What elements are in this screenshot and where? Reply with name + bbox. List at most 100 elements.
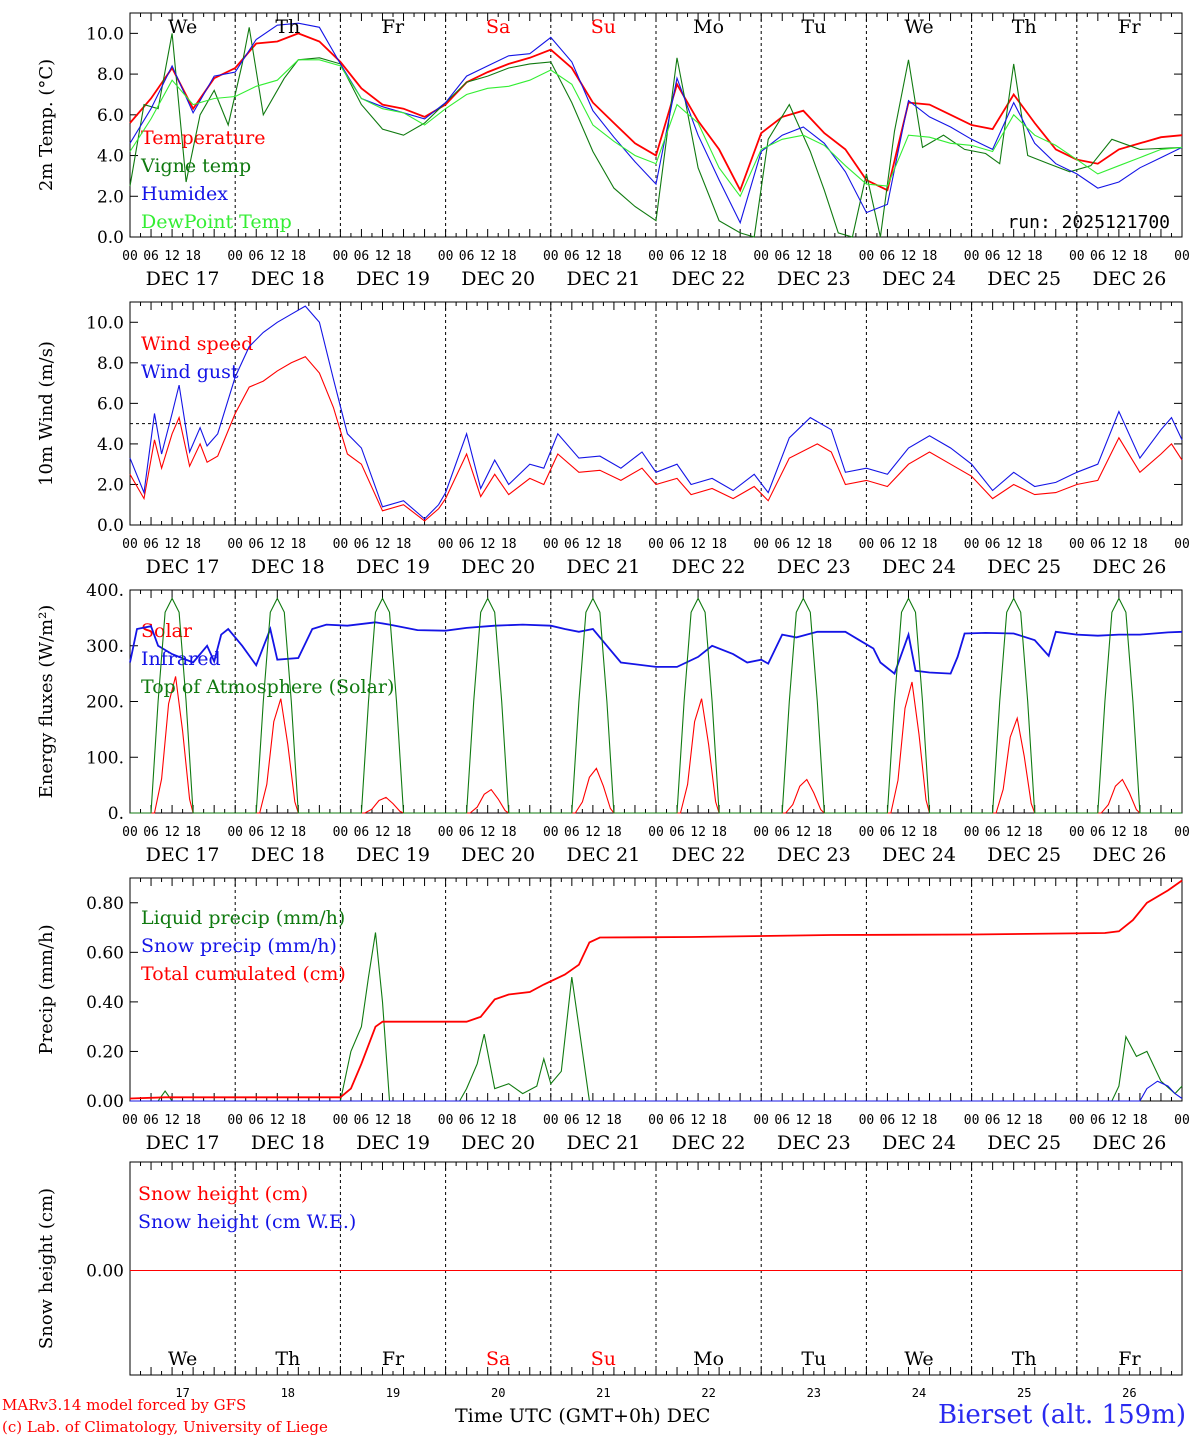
x-hour-label: 18 [922, 1113, 938, 1128]
legend-entry: Solar [141, 620, 193, 642]
legend-entry: Vigne temp [140, 155, 251, 177]
x-date-label: DEC 19 [356, 844, 430, 866]
x-hour-label: 12 [269, 1113, 285, 1128]
x-hour-label: 18 [501, 537, 517, 552]
x-date-label: DEC 21 [566, 556, 640, 578]
day-name-label: Su [591, 1348, 616, 1370]
x-hour-label: 18 [185, 825, 201, 840]
x-hour-label: 18 [816, 249, 832, 264]
x-hour-label: 12 [480, 249, 496, 264]
x-hour-label: 18 [290, 825, 306, 840]
y-tick-label: 400. [86, 581, 124, 601]
x-hour-label: 12 [1006, 249, 1022, 264]
series-line-wind-gust [129, 305, 1183, 520]
x-date-label: DEC 23 [777, 844, 851, 866]
x-hour-label: 12 [269, 249, 285, 264]
x-hour-label: 12 [269, 537, 285, 552]
x-hour-label: 06 [1090, 537, 1106, 552]
x-hour-label: 18 [711, 1113, 727, 1128]
x-date-label: DEC 23 [777, 268, 851, 290]
x-hour-label: 12 [901, 825, 917, 840]
x-hour-label: 18 [1027, 825, 1043, 840]
y-tick-label: 6.0 [97, 394, 124, 414]
x-date-label: DEC 23 [777, 556, 851, 578]
x-hour-label: 06 [669, 537, 685, 552]
x-date-label: DEC 24 [882, 556, 956, 578]
x-hour-label: 18 [1027, 249, 1043, 264]
x-hour-label: 06 [459, 249, 475, 264]
series-line-dewpoint-temp [129, 59, 1183, 198]
day-name-label: Th [1012, 1348, 1037, 1370]
y-tick-label: 8.0 [97, 65, 124, 85]
x-hour-label: 18 [816, 537, 832, 552]
x-hour-label: 18 [185, 537, 201, 552]
x-date-label: DEC 22 [672, 844, 746, 866]
x-hour-label: 00 [438, 825, 454, 840]
x-hour-label: 00 [1174, 249, 1190, 264]
x-hour-label: 18 [290, 537, 306, 552]
legend-entry: Wind speed [141, 333, 253, 355]
y-axis-label: 10m Wind (m/s) [36, 341, 57, 486]
x-hour-label: 06 [459, 537, 475, 552]
run-label: run: 2025121700 [1007, 212, 1170, 233]
series-line-top-of-atmosphere-solar- [130, 597, 1182, 814]
x-date-label: DEC 26 [1092, 268, 1166, 290]
series-line-vigne-temp [129, 27, 1183, 238]
x-hour-label: 12 [269, 825, 285, 840]
day-name-label: Mo [693, 16, 724, 38]
day-number-label: 24 [912, 1386, 926, 1400]
y-tick-label: 10.0 [86, 313, 124, 333]
y-tick-label: 0.80 [86, 894, 124, 914]
x-hour-label: 18 [1132, 1113, 1148, 1128]
model-credit: MARv3.14 model forced by GFS [2, 1396, 247, 1414]
series-line-wind-speed [129, 356, 1183, 522]
x-hour-label: 00 [1069, 825, 1085, 840]
x-hour-label: 18 [606, 1113, 622, 1128]
x-date-label: DEC 25 [987, 556, 1061, 578]
y-tick-label: 10.0 [86, 24, 124, 44]
legend-entry: Infrared [141, 648, 221, 670]
x-date-label: DEC 18 [251, 268, 325, 290]
x-hour-label: 18 [922, 537, 938, 552]
day-number-label: 25 [1017, 1386, 1031, 1400]
x-hour-label: 06 [985, 1113, 1001, 1128]
x-hour-label: 12 [795, 1113, 811, 1128]
x-hour-label: 00 [122, 249, 138, 264]
x-hour-label: 12 [164, 537, 180, 552]
y-tick-label: 4.0 [97, 435, 124, 455]
x-hour-label: 00 [333, 537, 349, 552]
series-line-humidex [129, 22, 1183, 225]
series-line-temperature [129, 32, 1183, 193]
x-hour-label: 00 [1069, 537, 1085, 552]
day-number-label: 23 [807, 1386, 821, 1400]
x-hour-label: 06 [143, 249, 159, 264]
x-hour-label: 12 [585, 825, 601, 840]
x-hour-label: 06 [669, 1113, 685, 1128]
x-hour-label: 18 [501, 249, 517, 264]
legend-entry: Snow precip (mm/h) [141, 935, 337, 957]
x-date-label: DEC 22 [672, 268, 746, 290]
day-name-label: Th [275, 1348, 300, 1370]
x-date-label: DEC 20 [461, 556, 535, 578]
x-hour-label: 06 [880, 825, 896, 840]
x-hour-label: 12 [901, 537, 917, 552]
day-name-label: Fr [382, 1348, 405, 1370]
y-tick-label: 0.0 [97, 228, 124, 248]
x-date-label: DEC 24 [882, 1132, 956, 1154]
x-hour-label: 06 [1090, 1113, 1106, 1128]
x-hour-label: 18 [290, 1113, 306, 1128]
day-name-label: Tu [801, 1348, 826, 1370]
x-hour-label: 00 [122, 1113, 138, 1128]
x-hour-label: 06 [248, 537, 264, 552]
x-hour-label: 06 [459, 825, 475, 840]
x-hour-label: 00 [753, 1113, 769, 1128]
x-hour-label: 18 [606, 537, 622, 552]
x-date-label: DEC 19 [356, 1132, 430, 1154]
x-hour-label: 00 [648, 825, 664, 840]
day-name-label: We [904, 1348, 933, 1370]
legend-entry: Total cumulated (cm) [141, 963, 346, 985]
x-hour-label: 18 [711, 537, 727, 552]
x-hour-label: 18 [290, 249, 306, 264]
x-hour-label: 18 [711, 249, 727, 264]
